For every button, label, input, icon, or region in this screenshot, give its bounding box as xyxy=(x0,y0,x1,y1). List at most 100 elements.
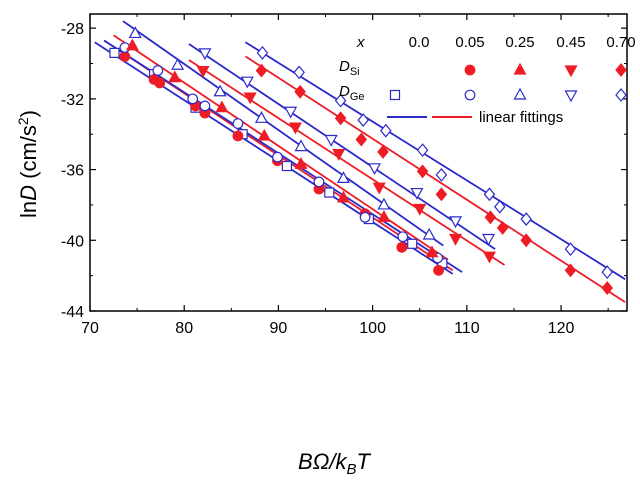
data-point-series-5 xyxy=(372,182,386,195)
data-point-series-4 xyxy=(213,84,227,97)
y-tick-label: -32 xyxy=(61,92,84,109)
legend-marker-ge xyxy=(513,87,527,100)
data-point-series-6 xyxy=(240,76,254,89)
data-point-series-5 xyxy=(243,92,257,105)
legend-marker-ge xyxy=(389,89,401,101)
data-point-series-4 xyxy=(254,111,268,123)
data-point-series-2 xyxy=(313,176,325,188)
data-point-series-7 xyxy=(355,132,368,147)
data-point-series-2 xyxy=(232,118,244,130)
x-axis: 70 80 90 100 110 120 xyxy=(81,14,609,337)
data-point-series-0 xyxy=(109,47,120,58)
legend-fit-label: linear fittings xyxy=(479,109,563,126)
data-point-series-6 xyxy=(198,48,212,61)
data-point-series-4 xyxy=(171,58,185,70)
data-point-series-3 xyxy=(377,210,391,222)
data-point-series-5 xyxy=(196,65,210,78)
data-point-series-6 xyxy=(481,233,496,246)
data-point-series-0 xyxy=(281,160,292,172)
fit-line-series-7 xyxy=(244,55,626,303)
legend-x-value: 0.45 xyxy=(556,34,585,51)
data-point-series-5 xyxy=(482,251,496,264)
data-point-series-7 xyxy=(435,187,448,202)
data-point-series-8 xyxy=(380,123,392,138)
y-tick-label: -36 xyxy=(61,163,84,180)
data-point-series-8 xyxy=(357,113,369,128)
data-point-series-1 xyxy=(154,77,166,89)
legend-x-value: 0.25 xyxy=(505,34,534,51)
data-point-series-2 xyxy=(187,93,199,105)
data-point-series-1 xyxy=(119,51,131,62)
data-point-series-1 xyxy=(433,264,444,276)
data-point-series-8 xyxy=(256,45,269,60)
data-point-series-7 xyxy=(416,164,429,179)
x-tick-label: 110 xyxy=(454,320,480,337)
legend-x-values: 0.0 0.05 0.25 0.45 0.70 xyxy=(409,34,636,51)
data-point-series-0 xyxy=(324,187,335,198)
data-point-series-7 xyxy=(484,210,497,225)
legend-row-ge: DGe xyxy=(339,83,365,103)
data-point-series-5 xyxy=(449,233,463,246)
data-point-series-7 xyxy=(564,263,577,278)
data-point-series-7 xyxy=(601,281,613,295)
data-point-series-4 xyxy=(377,197,391,210)
data-point-series-6 xyxy=(449,216,463,229)
x-axis-title: BΩ/kBT xyxy=(298,449,372,478)
data-point-series-5 xyxy=(413,203,427,216)
data-point-series-4 xyxy=(336,171,350,184)
data-point-series-3 xyxy=(425,245,439,258)
data-point-series-7 xyxy=(294,84,306,99)
data-point-series-8 xyxy=(494,199,506,214)
legend-x-label: x xyxy=(356,34,365,51)
data-point-series-8 xyxy=(483,187,496,202)
legend-marker-ge xyxy=(464,89,476,101)
data-point-series-0 xyxy=(407,238,418,249)
data-point-series-1 xyxy=(396,241,408,253)
fit-line-series-6 xyxy=(188,43,496,250)
data-points xyxy=(109,26,613,295)
data-point-series-6 xyxy=(368,163,382,176)
data-point-series-3 xyxy=(125,38,139,51)
data-point-series-3 xyxy=(257,128,271,141)
legend-marker-si xyxy=(513,62,527,75)
data-point-series-7 xyxy=(496,220,509,235)
legend-marker-si xyxy=(615,63,627,77)
data-point-series-8 xyxy=(293,65,305,80)
data-point-series-3 xyxy=(215,100,229,113)
x-tick-label: 100 xyxy=(359,320,386,337)
legend-row-si: DSi xyxy=(339,58,360,78)
legend-marker-si xyxy=(564,65,578,78)
x-tick-label: 80 xyxy=(175,320,193,337)
fit-lines xyxy=(94,20,626,303)
y-tick-label: -44 xyxy=(61,304,84,321)
data-point-series-3 xyxy=(168,70,182,83)
data-point-series-6 xyxy=(284,106,298,119)
legend-markers xyxy=(389,62,627,103)
legend-marker-si xyxy=(464,64,476,76)
legend-x-value: 0.05 xyxy=(455,34,484,51)
y-tick-label: -40 xyxy=(61,233,84,250)
data-point-series-7 xyxy=(255,63,268,78)
legend-x-value: 0.0 xyxy=(409,34,430,51)
data-point-series-1 xyxy=(232,130,244,142)
x-tick-label: 120 xyxy=(548,320,575,337)
data-point-series-8 xyxy=(435,167,448,182)
data-point-series-7 xyxy=(377,144,389,159)
fit-line-series-4 xyxy=(122,20,444,247)
x-tick-label: 90 xyxy=(270,320,288,337)
data-point-series-4 xyxy=(294,139,308,152)
data-point-series-3 xyxy=(336,190,350,203)
data-point-series-2 xyxy=(199,100,211,112)
data-point-series-6 xyxy=(324,134,338,147)
data-point-series-3 xyxy=(294,157,308,169)
fit-line-series-8 xyxy=(244,41,626,280)
x-tick-label: 70 xyxy=(81,320,99,337)
data-point-series-2 xyxy=(397,231,409,243)
legend-x-value: 0.70 xyxy=(606,34,635,51)
y-axis-title: lnD (cm/s2) xyxy=(15,110,41,218)
fit-line-series-3 xyxy=(113,34,449,261)
data-point-series-8 xyxy=(416,143,429,158)
data-point-series-2 xyxy=(359,211,371,223)
data-point-series-8 xyxy=(564,242,577,257)
